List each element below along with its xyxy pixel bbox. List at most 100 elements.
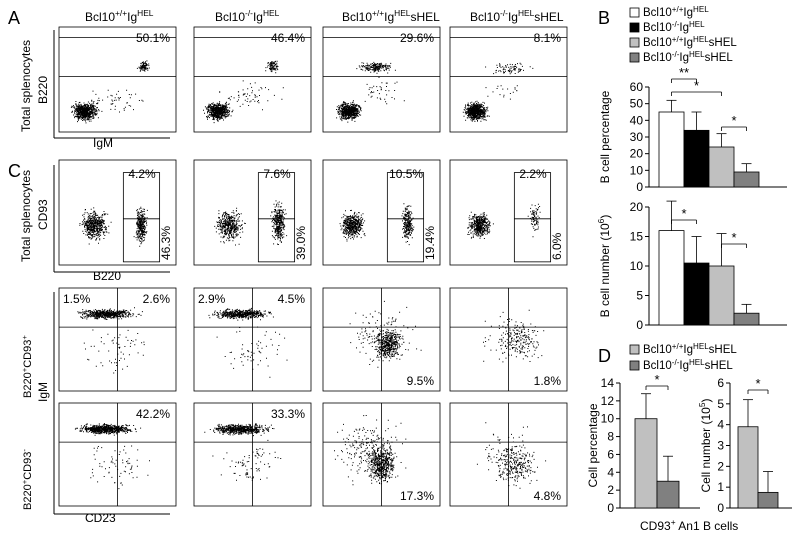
y-tick-label: 50 bbox=[630, 97, 644, 111]
y-tick-label: 0 bbox=[636, 318, 643, 332]
quadrant-percent-lr: 1.8% bbox=[534, 374, 562, 388]
flow-plot-c-row3 bbox=[74, 423, 150, 490]
bar bbox=[737, 426, 759, 509]
y-tick-label: 14 bbox=[601, 376, 615, 390]
legend-entry-b: Bcl10+/+IgHELsHEL bbox=[643, 35, 737, 50]
scatter-dots bbox=[334, 415, 407, 486]
flow-plot-c-row1 bbox=[214, 200, 288, 246]
flow-plot-c-row1 bbox=[79, 206, 148, 247]
flow-plot-a-frame bbox=[322, 26, 441, 133]
flow-plot-c-row2 bbox=[77, 307, 145, 374]
row-label-b220-cd93-neg: B220+CD93- bbox=[20, 449, 35, 510]
bar bbox=[733, 171, 760, 188]
y-axis-cd93: CD93 bbox=[36, 199, 50, 230]
quadrant-percent-ul: 1.5% bbox=[63, 292, 91, 306]
scatter-dots bbox=[462, 62, 534, 122]
bar bbox=[656, 480, 680, 509]
bar bbox=[708, 265, 735, 326]
legend-swatch bbox=[629, 22, 640, 33]
y-tick-label: 0 bbox=[636, 180, 643, 194]
scatter-dots bbox=[208, 307, 288, 378]
y-tick-label: 4 bbox=[607, 465, 614, 479]
genotype-header: Bcl10-/-IgHELsHEL bbox=[470, 8, 564, 24]
quadrant-percent-ur: 42.2% bbox=[136, 407, 170, 421]
flow-plot-c-row3 bbox=[476, 422, 547, 489]
panel-letter-a: A bbox=[8, 8, 20, 28]
scatter-dots bbox=[467, 203, 541, 239]
gate-percent: 8.1% bbox=[534, 31, 562, 45]
legend-swatch bbox=[629, 37, 640, 48]
plot-frame bbox=[193, 26, 312, 133]
quadrant-percent-ur: 4.5% bbox=[278, 292, 306, 306]
y-axis-label: B cell percentage bbox=[598, 90, 612, 183]
flow-plot-c-row2 bbox=[208, 307, 288, 378]
x-axis-igm: IgM bbox=[93, 136, 113, 150]
plot-frame bbox=[449, 26, 568, 133]
y-tick-label: 20 bbox=[630, 200, 644, 214]
y-tick-label: 60 bbox=[630, 80, 644, 94]
gate-percent-bottom: 6.0% bbox=[550, 232, 564, 260]
y-tick-label: 8 bbox=[607, 430, 614, 444]
panel-letter-b: B bbox=[598, 8, 610, 28]
flow-plot-c-row1 bbox=[339, 203, 415, 246]
y-tick-label: 0 bbox=[717, 501, 724, 515]
y-tick-label: 6 bbox=[607, 447, 614, 461]
legend-entry-b: Bcl10+/+IgHEL bbox=[643, 5, 709, 20]
quadrant-percent-ur: 33.3% bbox=[271, 407, 305, 421]
x-axis-b220: B220 bbox=[93, 269, 121, 283]
scatter-dots bbox=[339, 203, 415, 246]
y-tick-label: 20 bbox=[630, 147, 644, 161]
y-tick-label: 10 bbox=[601, 412, 615, 426]
bar-chart-D-right: 0 1 2 3 4 5 6 Cell number (105) * bbox=[697, 376, 792, 515]
flow-plot-c-row3-frame bbox=[322, 402, 441, 507]
y-tick-label: 4 bbox=[717, 418, 724, 432]
flow-plot-a-frame bbox=[58, 26, 177, 133]
plot-frame bbox=[58, 26, 177, 133]
y-axis-label: Cell percentage bbox=[586, 403, 600, 487]
flow-plot-a-frame bbox=[449, 26, 568, 133]
bar bbox=[757, 491, 779, 509]
flow-plot-a bbox=[462, 62, 534, 122]
sig-marker: * bbox=[755, 376, 760, 391]
row-label-b220-cd93-pos: B220+CD93+ bbox=[20, 335, 35, 398]
bar bbox=[683, 262, 710, 326]
panel-letter-c: C bbox=[8, 161, 21, 181]
quadrant-percent-lr: 4.8% bbox=[534, 489, 562, 503]
y-tick-label: 12 bbox=[601, 394, 615, 408]
genotype-header: Bcl10-/-IgHEL bbox=[215, 8, 280, 24]
legend-swatch bbox=[629, 344, 640, 355]
flow-plot-c-row2-frame bbox=[193, 287, 312, 392]
y-tick-label: 40 bbox=[630, 113, 644, 127]
quadrant-percent-lr: 17.3% bbox=[400, 489, 434, 503]
gate-percent-bottom: 46.3% bbox=[159, 226, 173, 260]
plot-frame bbox=[322, 159, 441, 266]
quadrant-percent-lr: 9.5% bbox=[407, 374, 435, 388]
sig-marker: * bbox=[694, 78, 699, 93]
y-tick-label: 3 bbox=[717, 439, 724, 453]
flow-plot-c-row1-frame bbox=[58, 159, 177, 266]
scatter-dots bbox=[476, 422, 547, 489]
flow-plot-c-row2-frame bbox=[449, 287, 568, 392]
sig-marker: * bbox=[731, 230, 736, 245]
scatter-dots bbox=[79, 206, 148, 247]
plot-frame bbox=[322, 26, 441, 133]
y-tick-label: 10 bbox=[630, 163, 644, 177]
y-tick-label: 6 bbox=[717, 376, 724, 390]
gate-percent-top: 10.5% bbox=[389, 167, 423, 181]
sig-marker: * bbox=[654, 372, 659, 387]
scatter-dots-layer bbox=[70, 60, 547, 490]
flow-plot-c-row1 bbox=[467, 203, 541, 239]
flow-plot-a bbox=[203, 60, 284, 124]
flow-plot-c-row3-frame bbox=[193, 402, 312, 507]
y-axis-igm: IgM bbox=[36, 382, 50, 402]
gate-percent-top: 4.2% bbox=[128, 167, 156, 181]
y-tick-label: 0 bbox=[607, 501, 614, 515]
quadrant-percent-ur: 2.6% bbox=[143, 292, 171, 306]
y-tick-label: 30 bbox=[630, 130, 644, 144]
y-tick-label: 2 bbox=[717, 459, 724, 473]
gate-percent-top: 7.6% bbox=[263, 167, 291, 181]
sig-marker: ** bbox=[679, 65, 689, 80]
